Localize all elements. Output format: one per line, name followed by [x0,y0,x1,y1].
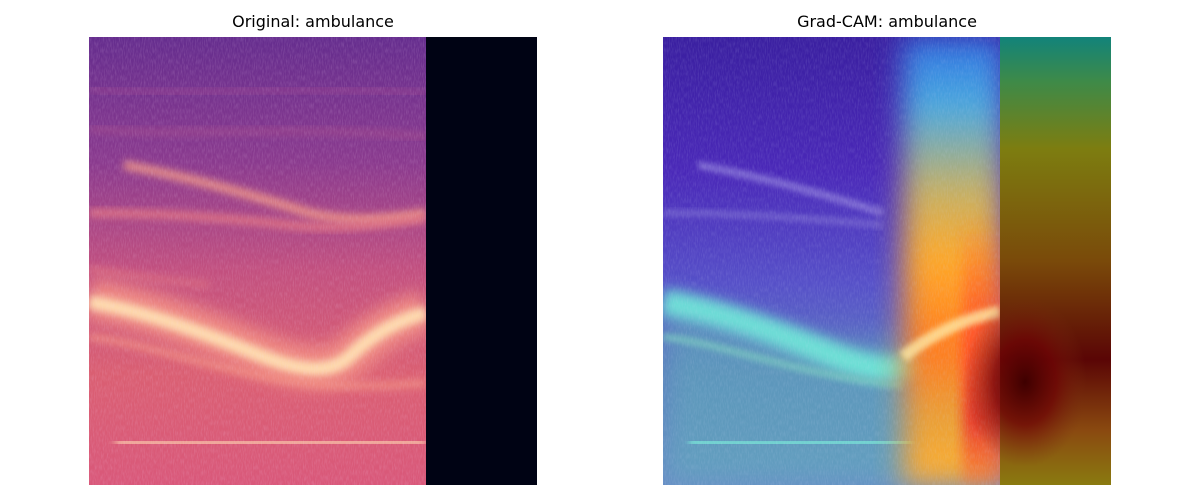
gradcam-panel-title: Grad-CAM: ambulance [797,12,977,31]
original-panel-title: Original: ambulance [232,12,394,31]
gradcam-overlay-bands [663,37,1000,485]
original-spectrogram-image [89,37,537,485]
gradcam-overlay-image [663,37,1111,485]
zero-padding-region [426,37,537,485]
spectrogram-bands [89,37,426,485]
gradcam-hotspot [963,297,1087,467]
